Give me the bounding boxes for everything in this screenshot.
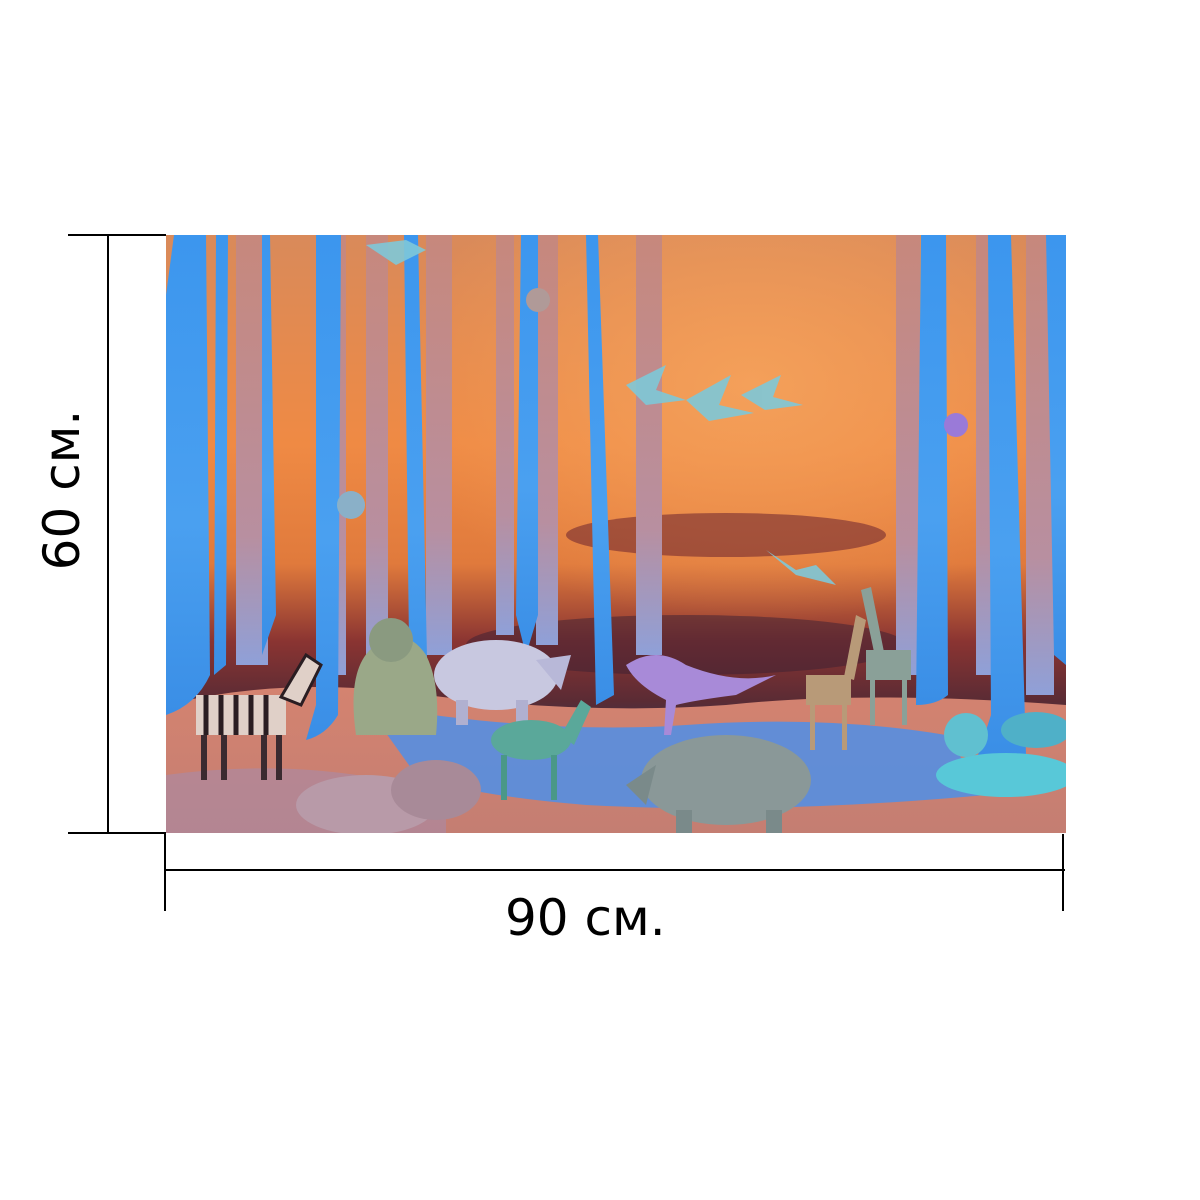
rocks <box>296 760 481 833</box>
height-dimension-tick-top <box>68 234 166 236</box>
giraffe <box>806 615 866 750</box>
width-dimension-line <box>165 869 1065 871</box>
deer <box>491 700 591 800</box>
zebra <box>196 652 323 780</box>
width-label: 90 см. <box>505 889 666 947</box>
height-label: 60 см. <box>33 409 91 571</box>
tiger <box>936 712 1066 797</box>
bear <box>353 618 438 735</box>
artwork-image <box>166 235 1066 833</box>
height-dimension-tick-bottom <box>68 832 166 834</box>
height-dimension-line <box>107 235 109 833</box>
width-dimension-tick-left <box>164 834 166 911</box>
rhinoceros <box>626 735 811 833</box>
forest-scene <box>166 235 1066 833</box>
rhinoceros <box>434 640 571 725</box>
dinosaur <box>626 655 776 735</box>
width-dimension-tick-right <box>1062 834 1064 911</box>
giraffe <box>861 587 911 725</box>
